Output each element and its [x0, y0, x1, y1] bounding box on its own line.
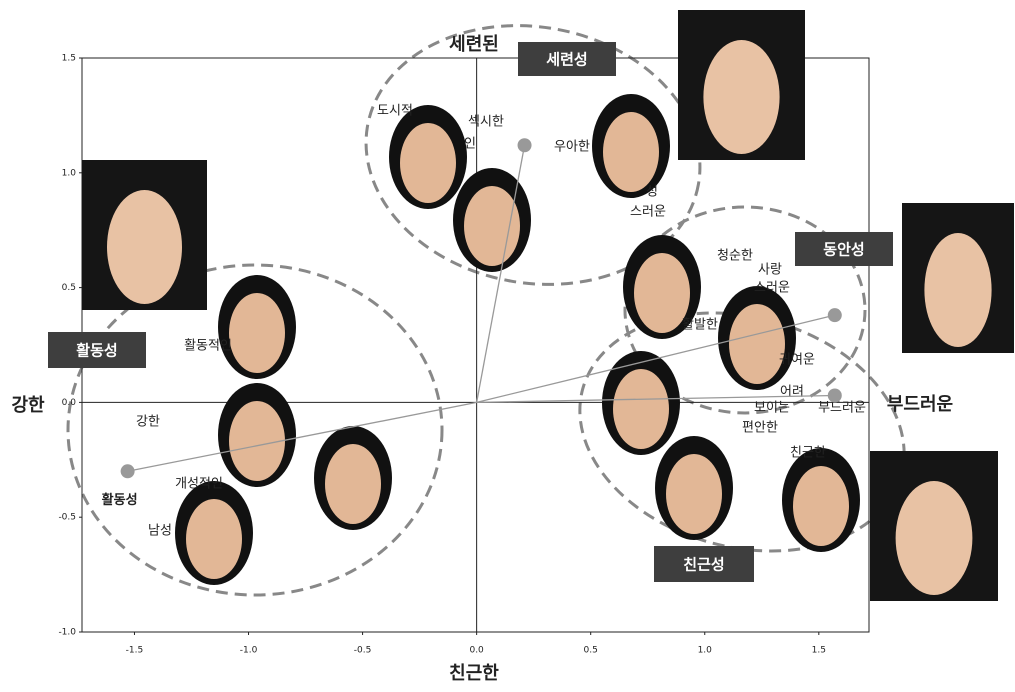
face-skin	[634, 253, 690, 333]
face-skin	[895, 481, 973, 595]
face-skin	[229, 401, 285, 481]
face-skin	[793, 466, 849, 546]
attribute-label: 친근한	[790, 446, 826, 461]
attribute-label: 활발한	[682, 318, 718, 333]
x-tick-label: 0.0	[469, 646, 484, 656]
y-tick-label: 1.0	[62, 168, 77, 178]
vector-point	[517, 138, 532, 153]
vector-line	[476, 314, 835, 404]
y-tick-label: 1.5	[62, 54, 76, 64]
face-skin	[666, 454, 722, 534]
attribute-label: 도시적	[377, 104, 413, 119]
axis-label-right: 부드러운	[887, 394, 953, 415]
attribute-label: 섹시한	[468, 115, 504, 130]
attribute-label: 사랑	[758, 263, 782, 278]
axis-label-top: 세련된	[449, 34, 499, 55]
attribute-label: 어려	[780, 385, 804, 400]
vector-label: 활동성	[102, 492, 138, 508]
face-skin	[924, 233, 992, 347]
attribute-label: 남성	[148, 524, 172, 539]
cluster-box	[48, 332, 146, 368]
face-skin	[703, 40, 780, 154]
attribute-label: 활동적인	[184, 339, 232, 354]
axis-label-left: 강한	[11, 395, 45, 416]
axis-label-bottom: 친근한	[449, 663, 499, 684]
cluster-box	[518, 42, 616, 76]
attribute-label: 우아한	[554, 140, 590, 155]
cluster-label: 세련성	[546, 51, 587, 69]
vector-point	[827, 388, 842, 403]
attribute-label: 부드러운	[818, 401, 866, 416]
cluster-label: 동안성	[823, 241, 864, 259]
x-tick-label: 0.5	[584, 646, 598, 656]
y-tick-label: -1.0	[58, 628, 76, 638]
attribute-label: 보이는	[754, 401, 790, 416]
cluster-box	[654, 546, 754, 582]
vector-line	[476, 145, 526, 403]
vector-point	[120, 464, 135, 479]
attribute-label: 성	[646, 185, 658, 200]
cluster-label: 활동성	[76, 342, 117, 360]
y-tick-label: -0.5	[58, 513, 76, 523]
face-skin	[464, 186, 520, 266]
attribute-label: 편안한	[742, 421, 778, 436]
attribute-label: 개성적인	[175, 477, 223, 492]
attribute-label: 스러운	[630, 205, 666, 220]
x-tick-label: -1.0	[240, 646, 258, 656]
x-tick-label: 1.0	[698, 646, 713, 656]
cluster-box	[795, 232, 893, 266]
face-skin	[400, 123, 456, 203]
face-skin	[325, 444, 381, 524]
vector-line	[476, 394, 835, 404]
face-skin	[613, 369, 669, 449]
face-skin	[729, 304, 785, 384]
face-skin	[229, 293, 285, 373]
vector-line	[127, 401, 477, 472]
attribute-label: 청순한	[717, 249, 753, 264]
cluster-label: 친근성	[683, 556, 724, 574]
attribute-label: 스러운	[754, 281, 790, 296]
attribute-label: 강한	[136, 415, 160, 430]
vector-point	[827, 308, 842, 323]
x-tick-label: 1.5	[812, 646, 826, 656]
face-skin	[107, 190, 182, 304]
y-tick-label: 0.5	[62, 283, 76, 293]
face-skin	[603, 112, 659, 192]
y-tick-label: 0.0	[62, 398, 77, 408]
attribute-label: 인	[464, 137, 476, 152]
face-skin	[186, 499, 242, 579]
x-tick-label: -0.5	[354, 646, 372, 656]
attribute-label: 귀여운	[779, 353, 815, 368]
x-tick-label: -1.5	[126, 646, 144, 656]
